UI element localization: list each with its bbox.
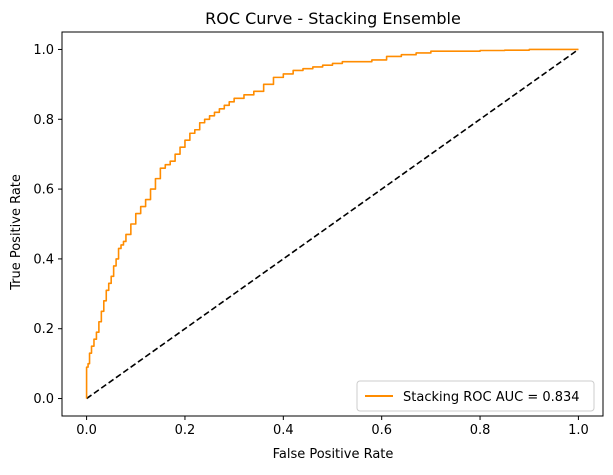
x-tick-label: 1.0 [568, 423, 589, 438]
x-tick-label: 0.0 [76, 423, 97, 438]
x-tick-label: 0.2 [175, 423, 196, 438]
y-tick-label: 1.0 [33, 43, 54, 58]
random-baseline-line [86, 48, 579, 400]
x-tick-label: 0.8 [470, 423, 491, 438]
plot-frame [61, 31, 604, 417]
y-tick-label: 0.2 [33, 322, 54, 337]
chart-title: ROC Curve - Stacking Ensemble [205, 9, 461, 28]
legend: Stacking ROC AUC = 0.834 [356, 380, 595, 412]
y-tick-label: 0.8 [33, 113, 54, 128]
x-axis-label: False Positive Rate [273, 447, 394, 462]
y-tick-label: 0.0 [33, 392, 54, 407]
x-tick-label: 0.6 [371, 423, 392, 438]
y-tick-label: 0.6 [33, 183, 54, 198]
y-axis-label: True Positive Rate [9, 174, 24, 291]
legend-label: Stacking ROC AUC = 0.834 [403, 390, 580, 405]
roc-curve-line [85, 48, 579, 399]
y-tick-label: 0.4 [33, 252, 54, 267]
legend-box [356, 380, 595, 412]
x-tick-label: 0.4 [273, 423, 294, 438]
